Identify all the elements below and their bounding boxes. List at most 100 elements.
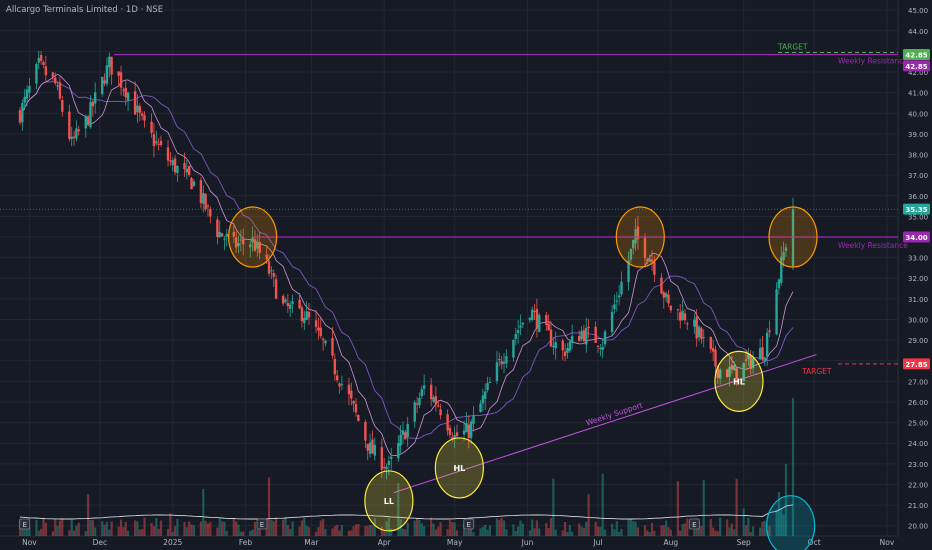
candle-body [514,333,517,340]
candle-body [700,328,703,340]
volume-bar [235,521,238,536]
candle-body [202,193,205,204]
volume-bar [84,531,87,536]
volume-bar [270,519,273,536]
x-tick-label: 2025 [163,538,182,547]
candle-body [643,237,647,259]
candle-body [150,121,153,133]
volume-bar [176,518,179,536]
level-badge-4285-purple: 42.85 [905,63,927,71]
volume-bar [249,530,252,536]
highlight-circle-cyan [766,495,816,550]
candle-body [37,58,40,63]
volume-bar [75,525,78,536]
y-tick-label: 30.00 [908,316,928,324]
candle-body [758,348,762,360]
candle-body [446,414,449,431]
candle-body [697,326,701,338]
candle-body [406,423,409,438]
candle-body [340,383,344,385]
volume-bar [21,528,24,536]
volume-bar [470,523,473,536]
candle-body [350,390,353,399]
volume-bar [192,525,195,536]
grid [0,0,898,536]
volume-bar [303,517,306,536]
volume-bar [472,532,475,536]
candle-body [420,389,423,397]
candle-body [286,302,290,307]
swing-marker-hl [434,437,484,499]
earnings-marker [688,518,700,530]
candle-body [726,369,729,378]
candle-body [77,129,80,132]
x-tick-label: Oct [808,538,821,547]
volume-bar [554,529,557,536]
y-tick-label: 36.00 [908,193,928,201]
volume-bar [505,529,508,536]
volume-bar [430,517,433,536]
volume-bar [117,526,120,536]
candle-body [777,279,781,289]
candle-body [711,347,715,352]
volume-bar [660,525,663,536]
volume-bar [453,522,456,536]
candle-body [380,447,384,470]
volume-bar [498,519,501,536]
volume-bar [618,531,621,536]
volume-bar [582,527,586,536]
last-price-badge-bg [903,203,930,215]
candle-body [265,254,268,259]
volume-bar [517,526,520,536]
weekly-resistance-label-middle: Weekly Resistance [838,241,908,250]
candle-body [169,160,172,162]
volume-bar [331,528,334,536]
volume-bar [307,527,311,536]
volume-bar [719,517,722,536]
candle-body [171,160,174,166]
candle-body [335,375,339,381]
candle-body [636,226,640,240]
y-tick-label: 26.00 [908,399,928,407]
candle-body [51,72,55,78]
volume-bar [531,519,534,536]
volume-bar [94,527,97,536]
candle-body [232,231,236,237]
volume-bar [218,518,221,536]
candle-body [138,106,142,113]
volume-bar [275,517,278,536]
volume-bar [239,531,242,536]
candle-body [317,327,320,331]
volume-bar [448,520,452,536]
volume-bar [420,523,423,536]
volume-bar [204,520,207,536]
chart-title: Allcargo Terminals Limited · 1D · NSE [6,5,164,15]
candle-body [124,87,127,98]
level-badge-4285-purple-bg [903,60,930,72]
y-tick-label: 21.00 [908,502,928,510]
volume-bar [636,527,640,536]
volume-bar [220,521,224,536]
volume-bar [561,530,564,536]
candle-body [25,89,29,99]
volume-bar [716,531,719,536]
volume-bar [702,480,705,536]
volume-bar [354,524,358,536]
candle-body [223,238,226,240]
candle-body [373,444,376,456]
volume-bar [568,524,571,536]
candle-body [676,309,680,311]
y-tick-label: 44.00 [908,28,928,36]
candle-body [281,295,285,304]
candle-body [547,323,550,331]
x-tick-label: May [447,538,463,547]
volume-bar [714,530,717,536]
candle-body [352,400,355,404]
candle-body [249,244,252,248]
candle-body [103,80,106,84]
volume-bar [319,520,322,536]
volume-bar [780,508,783,536]
candle-body [538,314,541,332]
candle-body [368,442,372,454]
